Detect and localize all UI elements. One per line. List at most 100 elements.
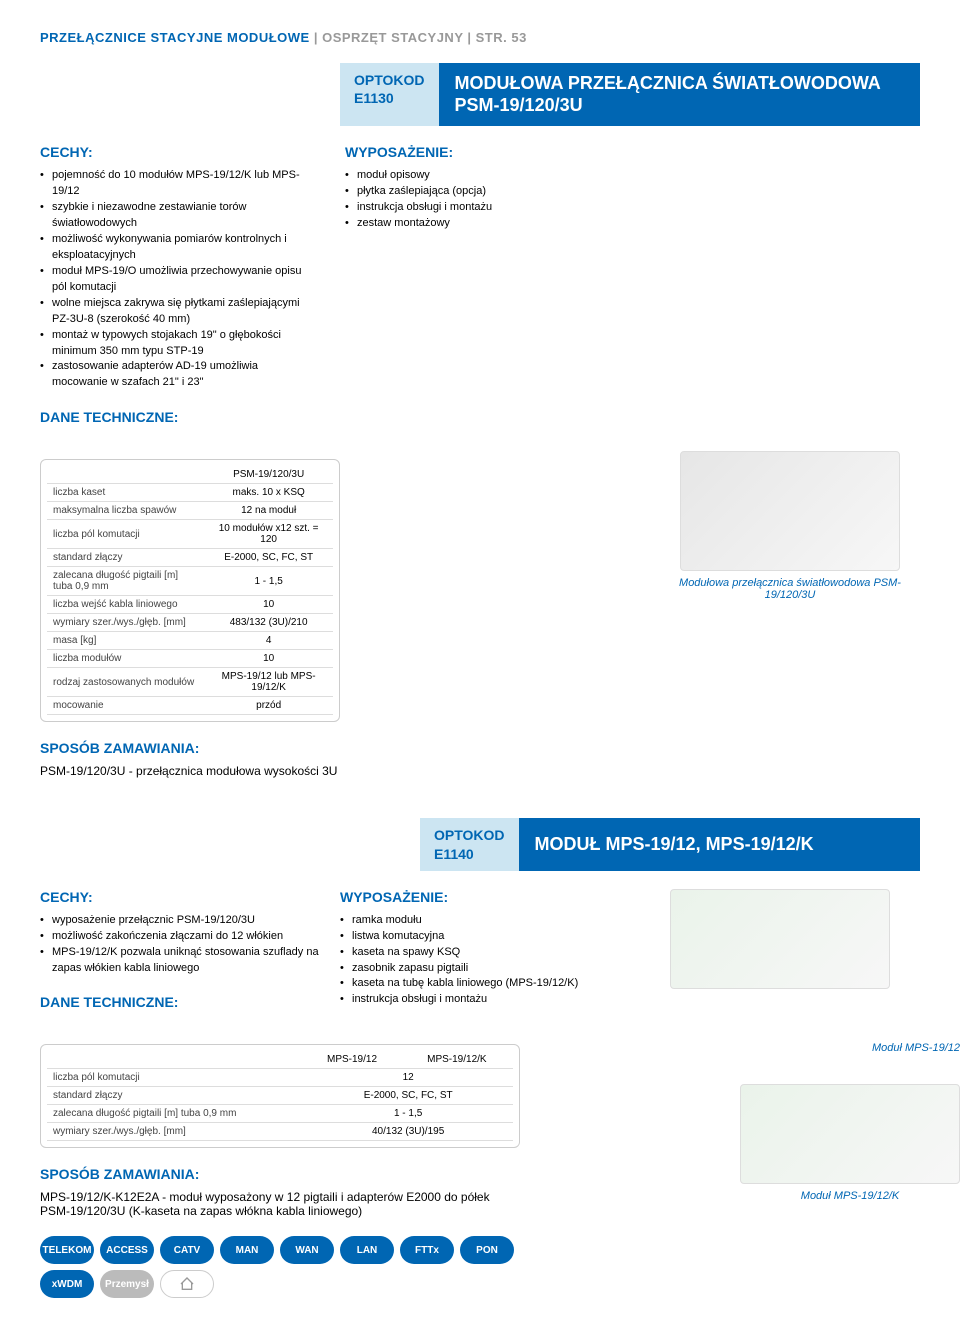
table-row: mocowanieprzód (47, 697, 333, 715)
category-chip: WAN (280, 1236, 334, 1264)
category-chip: MAN (220, 1236, 274, 1264)
row-label: standard złączy (47, 549, 204, 567)
feature-item: wolne miejsca zakrywa się płytkami zaśle… (40, 296, 315, 328)
row-value: przód (204, 697, 333, 715)
col-header: MPS-19/12/K (401, 1051, 513, 1069)
breadcrumb-c: STR. 53 (476, 30, 527, 45)
tech-table-wrap: PSM-19/120/3U liczba kasetmaks. 10 x KSQ… (40, 459, 340, 722)
row-value: 40/132 (3U)/195 (303, 1123, 513, 1141)
feature-item: wyposażenie przełącznic PSM-19/120/3U (40, 913, 320, 929)
optokod-code: E1140 (434, 845, 505, 863)
table-row: liczba modułów10 (47, 650, 333, 668)
product1-header: OPTOKOD E1130 MODUŁOWA PRZEŁĄCZNICA ŚWIA… (40, 63, 920, 126)
order-title: SPOSÓB ZAMAWIANIA: (40, 740, 920, 756)
row-label: masa [kg] (47, 632, 204, 650)
feature-item: zestaw montażowy (345, 216, 620, 232)
order-title: SPOSÓB ZAMAWIANIA: (40, 1166, 520, 1182)
figure-caption: Moduł MPS-19/12 (740, 1042, 960, 1054)
table-row: liczba kasetmaks. 10 x KSQ (47, 484, 333, 502)
category-chip: ACCESS (100, 1236, 154, 1264)
row-label: wymiary szer./wys./głęb. [mm] (47, 1123, 303, 1141)
row-value: 12 na moduł (204, 502, 333, 520)
home-icon (160, 1270, 214, 1298)
product2-figure1 (640, 889, 920, 989)
feature-item: kaseta na tubę kabla liniowego (MPS-19/1… (340, 976, 620, 992)
optokod-box: OPTOKOD E1130 (340, 63, 439, 126)
row-label: rodzaj zastosowanych modułów (47, 668, 204, 697)
feature-item: możliwość wykonywania pomiarów kontrolny… (40, 232, 315, 264)
row-label: maksymalna liczba spawów (47, 502, 204, 520)
row-value: 483/132 (3U)/210 (204, 614, 333, 632)
table-row: rodzaj zastosowanych modułówMPS-19/12 lu… (47, 668, 333, 697)
product1-title: MODUŁOWA PRZEŁĄCZNICA ŚWIATŁOWODOWA PSM-… (439, 63, 920, 126)
feature-item: moduł MPS-19/O umożliwia przechowywanie … (40, 264, 315, 296)
category-chip: Przemysł (100, 1270, 154, 1298)
table-row: liczba pól komutacji10 modułów x12 szt. … (47, 520, 333, 549)
row-label: standard złączy (47, 1087, 303, 1105)
dane-title: DANE TECHNICZNE: (40, 994, 320, 1010)
tech-table-wrap: MPS-19/12 MPS-19/12/K liczba pól komutac… (40, 1044, 520, 1148)
row-label: liczba modułów (47, 650, 204, 668)
feature-item: możliwość zakończenia złączami do 12 włó… (40, 929, 320, 945)
feature-item: instrukcja obsługi i montażu (340, 992, 620, 1008)
breadcrumb: PRZEŁĄCZNICE STACYJNE MODUŁOWE | OSPRZĘT… (40, 30, 920, 45)
cechy-list: pojemność do 10 modułów MPS-19/12/K lub … (40, 168, 315, 391)
row-label: zalecana długość pigtaili [m] tuba 0,9 m… (47, 1105, 303, 1123)
row-label: liczba pól komutacji (47, 1069, 303, 1087)
product-image (680, 451, 900, 571)
optokod-box: OPTOKOD E1140 (420, 818, 519, 870)
row-value: 1 - 1,5 (204, 567, 333, 596)
category-chip: TELEKOM (40, 1236, 94, 1264)
product2-title: MODUŁ MPS-19/12, MPS-19/12/K (519, 818, 920, 870)
product-image (740, 1084, 960, 1184)
table-row: zalecana długość pigtaili [m] tuba 0,9 m… (47, 567, 333, 596)
breadcrumb-a: PRZEŁĄCZNICE STACYJNE MODUŁOWE (40, 30, 310, 45)
row-label: zalecana długość pigtaili [m] tuba 0,9 m… (47, 567, 204, 596)
row-value: MPS-19/12 lub MPS-19/12/K (204, 668, 333, 697)
category-chip: FTTx (400, 1236, 454, 1264)
dane-title: DANE TECHNICZNE: (40, 409, 620, 425)
feature-item: ramka modułu (340, 913, 620, 929)
row-value: E-2000, SC, FC, ST (204, 549, 333, 567)
row-value: E-2000, SC, FC, ST (303, 1087, 513, 1105)
col-header: PSM-19/120/3U (204, 466, 333, 484)
category-chips: TELEKOMACCESSCATVMANWANLANFTTxPONxWDMPrz… (40, 1236, 520, 1298)
table-row: standard złączyE-2000, SC, FC, ST (47, 549, 333, 567)
wyp-list: moduł opisowy płytka zaślepiająca (opcja… (345, 168, 620, 232)
row-value: maks. 10 x KSQ (204, 484, 333, 502)
table-row: wymiary szer./wys./głęb. [mm]483/132 (3U… (47, 614, 333, 632)
table-row: maksymalna liczba spawów12 na moduł (47, 502, 333, 520)
row-value: 10 modułów x12 szt. = 120 (204, 520, 333, 549)
order-text: PSM-19/120/3U - przełącznica modułowa wy… (40, 764, 920, 778)
table-row: liczba wejść kabla liniowego10 (47, 596, 333, 614)
cechy-title: CECHY: (40, 144, 315, 160)
row-label: liczba kaset (47, 484, 204, 502)
feature-item: płytka zaślepiająca (opcja) (345, 184, 620, 200)
feature-item: moduł opisowy (345, 168, 620, 184)
row-value: 12 (303, 1069, 513, 1087)
col-header: MPS-19/12 (303, 1051, 400, 1069)
feature-item: zastosowanie adapterów AD-19 umożliwia m… (40, 359, 315, 391)
order-text: MPS-19/12/K-K12E2A - moduł wyposażony w … (40, 1190, 520, 1218)
category-chip: PON (460, 1236, 514, 1264)
optokod-label: OPTOKOD (434, 826, 505, 844)
row-value: 10 (204, 650, 333, 668)
cechy-title: CECHY: (40, 889, 320, 905)
wyp-title: WYPOSAŻENIE: (340, 889, 620, 905)
feature-item: pojemność do 10 modułów MPS-19/12/K lub … (40, 168, 315, 200)
tech-table: PSM-19/120/3U (47, 466, 333, 484)
row-value: 10 (204, 596, 333, 614)
wyp-list: ramka modułu listwa komutacyjna kaseta n… (340, 913, 620, 1009)
figure-caption: Modułowa przełącznica światłowodowa PSM-… (660, 577, 920, 601)
row-label: wymiary szer./wys./głęb. [mm] (47, 614, 204, 632)
feature-item: kaseta na spawy KSQ (340, 945, 620, 961)
tech-table: MPS-19/12 MPS-19/12/K (47, 1051, 513, 1069)
category-chip: LAN (340, 1236, 394, 1264)
feature-item: zasobnik zapasu pigtaili (340, 961, 620, 977)
feature-item: szybkie i niezawodne zestawianie torów ś… (40, 200, 315, 232)
table-row: wymiary szer./wys./głęb. [mm]40/132 (3U)… (47, 1123, 513, 1141)
wyp-title: WYPOSAŻENIE: (345, 144, 620, 160)
feature-item: montaż w typowych stojakach 19" o głębok… (40, 328, 315, 360)
feature-item: listwa komutacyjna (340, 929, 620, 945)
product2-figure2: Moduł MPS-19/12/K (740, 1084, 960, 1202)
